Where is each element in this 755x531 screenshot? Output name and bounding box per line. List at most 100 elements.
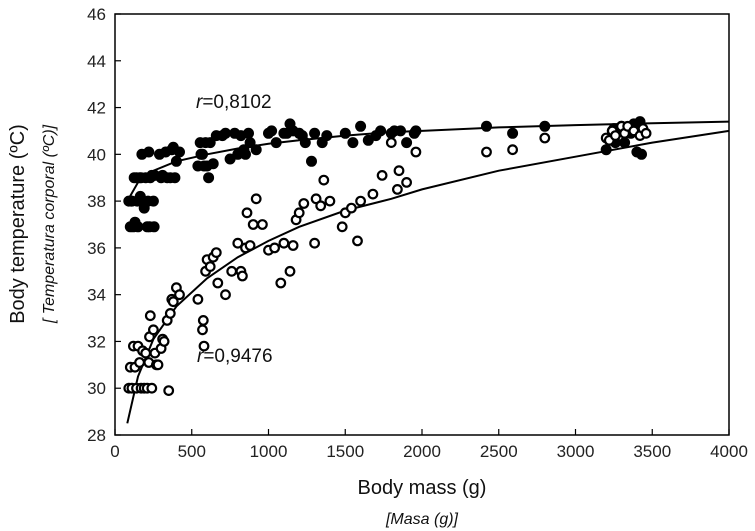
open-point: [393, 165, 405, 177]
open-point: [212, 277, 224, 289]
x-tick-label: 1000: [250, 442, 288, 461]
open-point: [324, 195, 336, 207]
open-point: [144, 310, 156, 322]
open-point: [481, 146, 492, 158]
open-point: [197, 324, 208, 336]
y-axis-ticks: 28 30 32 34 36 38 40 42 44 46: [87, 5, 121, 445]
filled-point: [174, 146, 185, 158]
filled-point: [321, 130, 333, 142]
filled-point: [197, 148, 208, 160]
x-tick-label: 0: [110, 442, 119, 461]
open-point: [315, 200, 327, 212]
y-tick-label: 32: [87, 332, 106, 351]
filled-point: [266, 125, 278, 137]
open-point: [539, 132, 551, 144]
x-tick-label: 2000: [403, 442, 441, 461]
open-point: [275, 277, 287, 289]
filled-point: [299, 137, 311, 149]
y-tick-label: 40: [87, 145, 106, 164]
filled-point: [170, 155, 182, 167]
x-tick-label: 4000: [710, 442, 748, 461]
open-point: [146, 382, 158, 394]
open-point: [241, 207, 253, 219]
open-point: [309, 237, 321, 249]
open-point: [318, 174, 330, 186]
filled-point: [539, 120, 551, 132]
open-point: [250, 193, 262, 205]
data-points: [123, 116, 652, 397]
open-point: [284, 265, 296, 277]
open-point: [346, 202, 357, 214]
open-point: [244, 240, 256, 251]
filled-point: [600, 144, 612, 156]
y-axis-label-translation: [ Temperatura corporal (ºC)]: [41, 124, 58, 324]
open-point: [392, 183, 403, 195]
annotation-r-bottom: r=0,9476: [197, 346, 273, 367]
filled-point: [636, 148, 647, 160]
filled-point: [243, 127, 254, 139]
plot-frame: [114, 13, 730, 436]
open-point: [355, 195, 367, 207]
open-point: [269, 242, 281, 254]
y-tick-label: 44: [87, 52, 106, 71]
y-tick-label: 36: [87, 239, 106, 258]
open-point: [247, 219, 259, 230]
open-point: [204, 261, 216, 273]
annotation-r-top: r=0,8102: [196, 92, 272, 113]
open-point: [220, 289, 231, 301]
filled-point: [355, 120, 367, 132]
open-point: [367, 188, 379, 200]
open-point: [140, 347, 152, 359]
plot-area: 0 500 1000 1500 2000 2500 3000 3500 4000 28 30 32 3…: [87, 5, 748, 461]
open-point: [410, 146, 422, 158]
filled-point: [204, 137, 216, 149]
x-tick-label: 3000: [557, 442, 595, 461]
filled-point: [507, 127, 519, 139]
open-point: [610, 130, 621, 142]
open-point: [197, 315, 209, 326]
annotation-r-bottom-symbol: r: [197, 346, 204, 367]
open-point: [287, 240, 299, 251]
open-point: [226, 265, 238, 277]
open-point: [293, 207, 305, 219]
open-point: [164, 308, 176, 319]
fit-curve-2: [126, 129, 730, 424]
annotation-r-top-symbol: r: [196, 92, 203, 113]
y-axis-label: Body temperature (ºC): [7, 124, 29, 324]
filled-point: [339, 127, 351, 139]
open-point: [257, 219, 268, 230]
open-point: [298, 198, 310, 209]
y-tick-label: 30: [87, 379, 106, 398]
filled-point: [240, 148, 251, 160]
x-axis-label: Body mass (g): [358, 477, 487, 499]
open-point: [401, 176, 413, 188]
open-point: [376, 169, 388, 181]
annotation-r-top-value: =0,8102: [202, 92, 271, 113]
y-tick-label: 38: [87, 192, 106, 211]
open-point: [210, 247, 222, 259]
open-point: [147, 324, 159, 336]
filled-point: [410, 125, 422, 137]
filled-point: [244, 137, 256, 149]
y-tick-label: 46: [87, 5, 106, 24]
open-point: [385, 137, 397, 149]
filled-point: [132, 221, 144, 233]
filled-point: [401, 137, 413, 149]
filled-point: [203, 172, 215, 184]
open-point: [278, 237, 290, 249]
filled-point: [148, 221, 160, 233]
y-tick-label: 28: [87, 426, 106, 445]
filled-point: [375, 125, 387, 137]
open-point: [134, 357, 146, 368]
filled-point: [270, 137, 282, 149]
open-point: [158, 336, 170, 347]
filled-point: [395, 125, 406, 137]
open-point: [507, 144, 518, 156]
filled-point: [220, 127, 231, 139]
filled-point: [481, 120, 492, 132]
filled-point: [250, 144, 262, 156]
open-point: [198, 340, 210, 352]
open-point: [174, 289, 185, 301]
x-axis-ticks: 0 500 1000 1500 2000 2500 3000 3500 4000: [110, 429, 748, 461]
annotation-r-bottom-value: =0,9476: [203, 346, 272, 367]
